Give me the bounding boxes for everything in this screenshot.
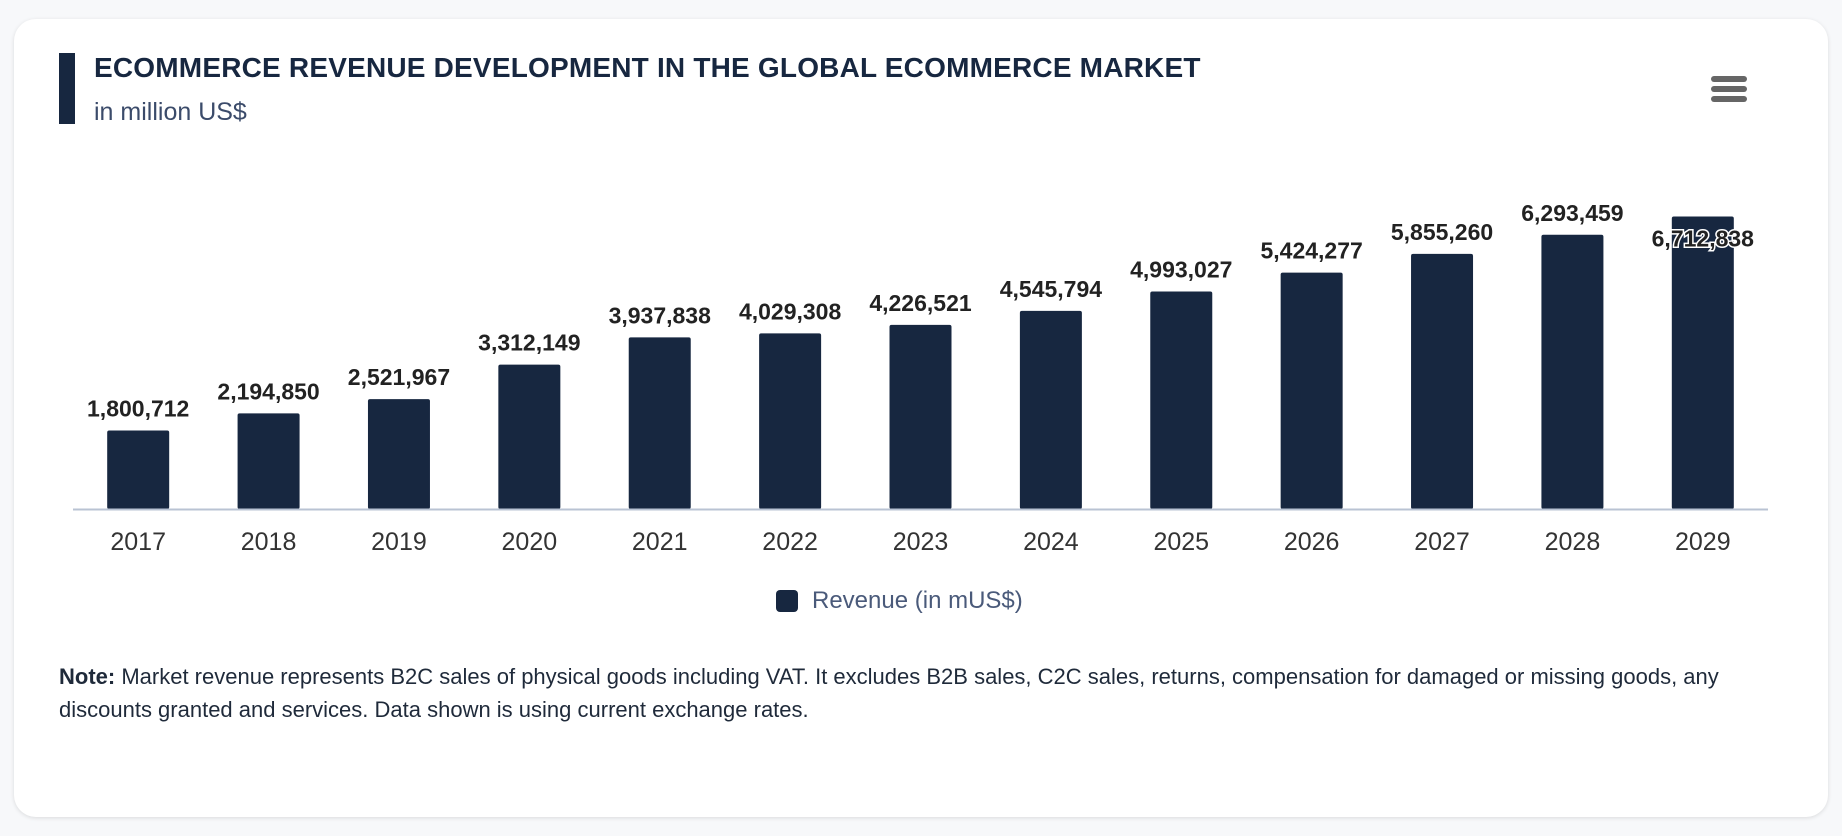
bar [107,430,170,509]
x-tick-label: 2022 [762,528,818,556]
x-tick-label: 2018 [241,528,297,556]
bar [237,413,300,509]
x-tick-label: 2025 [1153,528,1209,556]
bar [759,333,822,509]
hamburger-menu-icon[interactable] [1711,76,1747,104]
x-tick-label: 2026 [1284,528,1340,556]
legend-label: Revenue (in mUS$) [812,587,1023,614]
bar [628,337,691,509]
x-tick-label: 2021 [632,528,688,556]
x-tick-label: 2020 [502,528,558,556]
bar [1411,253,1474,509]
data-label: 4,029,308 [739,298,842,324]
data-label: 4,226,521 [869,290,972,316]
legend-swatch [776,590,798,612]
x-tick-label: 2029 [1675,528,1731,556]
bar [1150,291,1213,509]
data-label: 3,312,149 [478,330,580,356]
bar [889,324,952,509]
x-tick-label: 2024 [1023,528,1079,556]
data-label: 4,993,027 [1130,256,1232,282]
bar-chart: 1,800,712 2017 2,194,850 2018 2,521,967 2019 3… [73,200,1768,556]
data-label: 4,545,794 [1000,276,1103,302]
bar [498,364,561,509]
x-tick-label: 2023 [893,528,949,556]
bar [1280,272,1343,509]
bar [1541,234,1604,509]
chart-subtitle: in million US$ [94,98,247,126]
x-tick-label: 2028 [1545,528,1601,556]
chart-note: Note: Market revenue represents B2C sale… [59,660,1759,726]
note-text: Market revenue represents B2C sales of p… [59,664,1719,722]
note-label: Note: [59,664,116,689]
bar [1019,310,1082,509]
data-label: 2,521,967 [348,364,450,390]
data-label: 2,194,850 [217,378,319,404]
bar [367,399,430,509]
data-label: 1,800,712 [87,396,189,422]
data-label: 5,424,277 [1260,238,1362,264]
x-tick-label: 2019 [371,528,427,556]
data-label: 3,937,838 [609,302,712,328]
x-tick-label: 2017 [110,528,166,556]
bar [1671,216,1734,509]
x-tick-label: 2027 [1414,528,1470,556]
chart-title: ECOMMERCE REVENUE DEVELOPMENT IN THE GLO… [94,52,1201,83]
legend-item-revenue[interactable]: Revenue (in mUS$) [776,587,1023,615]
data-label: 6,712,838 [1652,226,1755,252]
data-label: 5,855,260 [1391,219,1493,245]
data-label: 6,293,459 [1521,200,1623,226]
title-accent-bar [59,53,75,124]
